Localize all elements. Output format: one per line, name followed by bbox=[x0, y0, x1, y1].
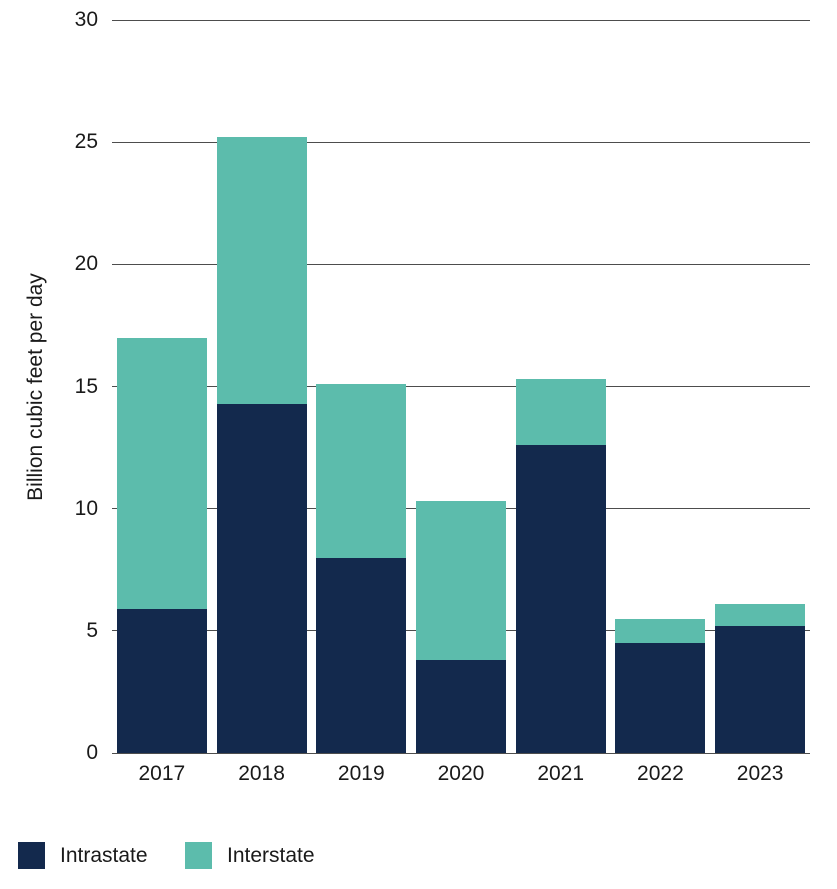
gridline-y-0 bbox=[112, 752, 810, 754]
y-tick-label-15: 15 bbox=[74, 374, 98, 398]
bar-2023-interstate bbox=[715, 603, 806, 626]
gridline-y-25 bbox=[112, 141, 810, 143]
x-tick-label-2021: 2021 bbox=[537, 762, 585, 785]
bar-2021-intrastate bbox=[515, 445, 606, 753]
y-tick-label-20: 20 bbox=[74, 252, 98, 276]
bar-2022-intrastate bbox=[615, 643, 706, 753]
legend-item-interstate: Interstate bbox=[185, 842, 315, 869]
y-tick-label-25: 25 bbox=[74, 130, 98, 154]
gridline-y-30 bbox=[112, 19, 810, 21]
x-tick-label-2018: 2018 bbox=[238, 762, 285, 785]
x-tick-label-2022: 2022 bbox=[637, 762, 684, 785]
x-tick-label-2020: 2020 bbox=[437, 762, 485, 785]
bar-2022-interstate bbox=[615, 618, 706, 644]
gridline-y-15 bbox=[112, 386, 810, 387]
bar-2017-intrastate bbox=[116, 608, 207, 753]
legend-label-intrastate: Intrastate bbox=[60, 843, 148, 867]
x-tick-label-2023: 2023 bbox=[736, 762, 784, 785]
x-tick-label-2017: 2017 bbox=[138, 762, 186, 785]
bar-2018-interstate bbox=[216, 137, 307, 404]
gridline-y-20 bbox=[112, 263, 810, 265]
bar-2019-interstate bbox=[316, 384, 407, 558]
bar-2021-interstate bbox=[515, 379, 606, 446]
legend-label-interstate: Interstate bbox=[227, 843, 315, 867]
y-tick-label-0: 0 bbox=[86, 741, 98, 764]
bar-2020-interstate bbox=[416, 501, 506, 661]
y-tick-label-10: 10 bbox=[74, 496, 98, 520]
legend-swatch-interstate bbox=[185, 842, 212, 869]
y-tick-label-30: 30 bbox=[74, 8, 98, 31]
x-tick-label-2019: 2019 bbox=[337, 762, 385, 785]
legend-swatch-intrastate bbox=[18, 842, 45, 869]
bar-2020-intrastate bbox=[416, 660, 506, 753]
plot-area bbox=[112, 19, 810, 754]
bar-2018-intrastate bbox=[216, 403, 307, 753]
bar-2023-intrastate bbox=[715, 625, 806, 753]
bar-2017-interstate bbox=[116, 337, 207, 609]
y-tick-label-5: 5 bbox=[86, 618, 98, 642]
bar-2019-intrastate bbox=[316, 557, 407, 753]
legend-item-intrastate: Intrastate bbox=[18, 842, 148, 869]
